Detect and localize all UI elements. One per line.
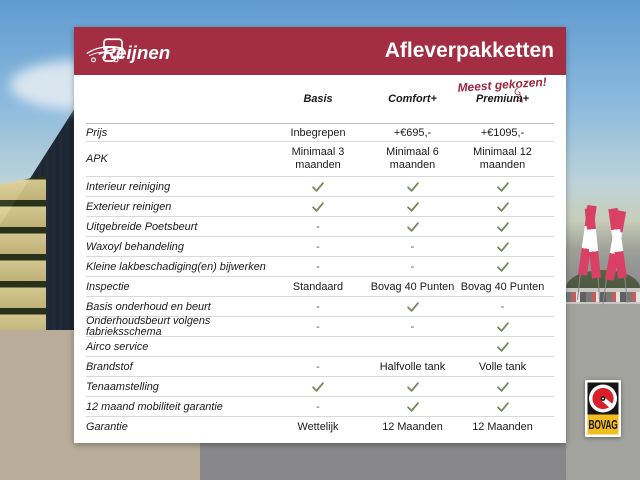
svg-text:BOVAG: BOVAG — [589, 418, 618, 432]
svg-text:Reijnen: Reijnen — [103, 42, 171, 63]
